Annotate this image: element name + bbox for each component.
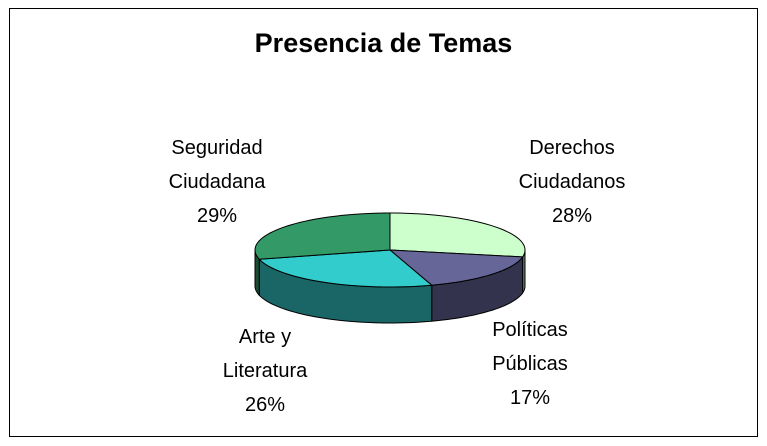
chart-title: Presencia de Temas [254, 28, 513, 58]
slice-label: Arte y Literatura 26% [195, 320, 335, 422]
slice-label: Seguridad Ciudadana 29% [147, 131, 287, 233]
slice-value: 28% [551, 205, 593, 227]
slice-label: Políticas Públicas 17% [460, 313, 600, 415]
slice [389, 212, 526, 258]
slice [388, 249, 524, 286]
slice-value: 29% [196, 205, 238, 227]
slice-value: 17% [509, 387, 551, 409]
slice-value: 26% [244, 394, 286, 416]
slice [258, 249, 433, 288]
pie-tops [254, 212, 526, 288]
slice-name: Políticas Públicas [492, 319, 568, 375]
pie-sides [254, 250, 526, 324]
slice-name: Seguridad Ciudadana [168, 137, 266, 193]
slice-name: Derechos Ciudadanos [518, 137, 626, 193]
slice [254, 212, 391, 260]
slice-label: Derechos Ciudadanos 28% [502, 131, 642, 233]
slice-name: Arte y Literatura [222, 326, 308, 382]
